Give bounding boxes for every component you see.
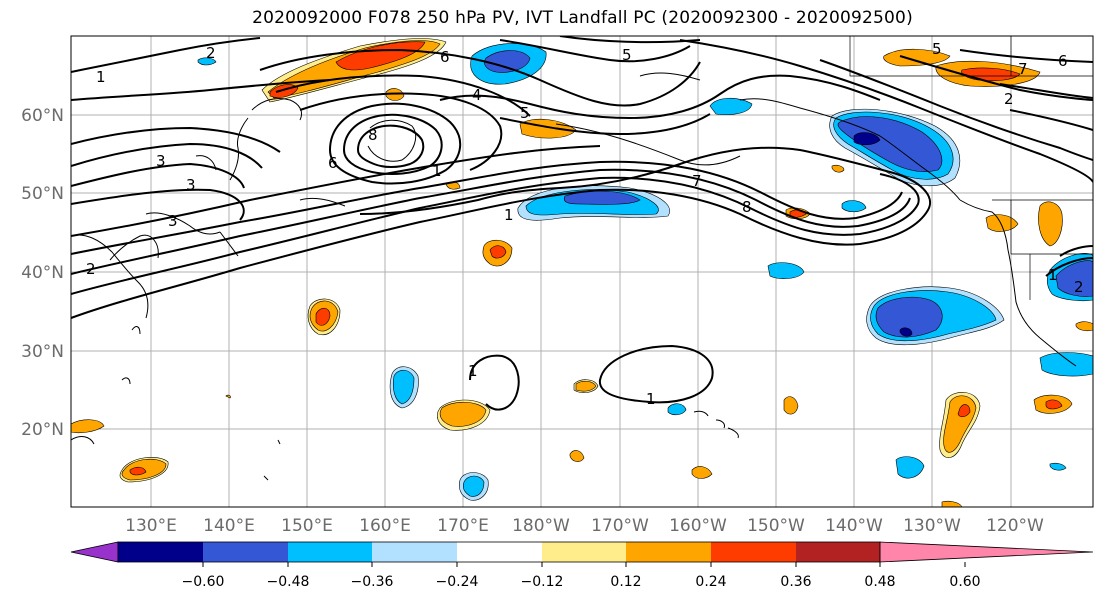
colorbar-label: 0.12 [610, 574, 641, 590]
contour-label: 5 [622, 46, 632, 64]
lon-label: 170°W [591, 516, 649, 536]
colorbar-label: −0.24 [436, 574, 479, 590]
contour-label: 1 [1048, 266, 1058, 284]
contour-label: 1 [646, 390, 656, 408]
contour-label: 1 [96, 68, 106, 86]
colorbar-segment [118, 542, 203, 562]
colorbar-label: −0.12 [521, 574, 564, 590]
colorbar-label: −0.48 [267, 574, 310, 590]
colorbar-segment [626, 542, 711, 562]
contour-label: 3 [168, 212, 178, 230]
lon-label: 150°E [281, 516, 333, 536]
political-boundaries [849, 36, 1093, 300]
contour-label: 1 [468, 362, 478, 380]
contour-label: 8 [742, 198, 752, 216]
contour-label: 1 [432, 162, 442, 180]
colorbar-extend-high-outline [879, 541, 1094, 563]
colorbar-label: −0.60 [182, 574, 225, 590]
lon-label: 140°W [825, 516, 883, 536]
colorbar-segment [542, 542, 626, 562]
colorbar-label: 0.36 [780, 574, 811, 590]
contour-label: 6 [440, 48, 450, 66]
lon-label: 170°E [437, 516, 489, 536]
lon-label: 120°W [986, 516, 1044, 536]
contour-label: 5 [932, 40, 942, 58]
contour-label: 7 [1018, 60, 1028, 78]
colorbar-label: 0.60 [949, 574, 980, 590]
contour-label: 2 [86, 260, 96, 278]
lat-label-20n: 20°N [21, 420, 64, 440]
contour-label: 6 [328, 154, 338, 172]
contour-label: 3 [186, 176, 196, 194]
colorbar-extend-low [70, 541, 119, 563]
colorbar: −0.60 −0.48 −0.36 −0.24 −0.12 0.12 0.24 … [70, 541, 1094, 590]
contour-label: 1 [504, 206, 514, 224]
map-title: 2020092000 F078 250 hPa PV, IVT Landfall… [252, 8, 913, 28]
lat-label-30n: 30°N [21, 342, 64, 362]
contour-label: 3 [156, 152, 166, 170]
contour-label: 8 [368, 126, 378, 144]
contour-label: 7 [692, 172, 702, 190]
colorbar-label: 0.48 [864, 574, 895, 590]
lat-label-60n: 60°N [21, 106, 64, 126]
lon-label: 180°W [512, 516, 570, 536]
lon-label: 130°E [125, 516, 177, 536]
colorbar-segment [203, 542, 288, 562]
pv-contours [71, 36, 1093, 411]
lon-label: 140°E [203, 516, 255, 536]
lat-label-40n: 40°N [21, 263, 64, 283]
colorbar-segment [372, 542, 457, 562]
contour-label: 6 [1058, 52, 1068, 70]
latitude-labels: 60°N 50°N 40°N 30°N 20°N [21, 106, 64, 440]
lon-label: 150°W [747, 516, 805, 536]
colorbar-label: 0.24 [695, 574, 726, 590]
contour-labels: 1 2 3 3 3 4 5 5 6 6 7 8 8 1 1 1 2 2 5 6 … [86, 40, 1084, 408]
lon-label: 160°W [669, 516, 727, 536]
lat-label-50n: 50°N [21, 184, 64, 204]
colorbar-extend-high [880, 542, 1093, 562]
colorbar-segment [796, 542, 880, 562]
contour-label: 2 [1074, 278, 1084, 296]
longitude-labels: 130°E 140°E 150°E 160°E 170°E 180°W 170°… [125, 516, 1044, 536]
map-frame [70, 35, 1094, 508]
colorbar-segment [457, 542, 542, 562]
contour-label: 5 [520, 104, 530, 122]
contour-label: 2 [1004, 90, 1014, 108]
contour-label: 2 [206, 44, 216, 62]
colorbar-segment [288, 542, 372, 562]
colorbar-segment [711, 542, 796, 562]
colorbar-ticks [202, 562, 966, 567]
lon-label: 160°E [359, 516, 411, 536]
colorbar-label: −0.36 [351, 574, 394, 590]
lon-label: 130°W [903, 516, 961, 536]
contour-label: 4 [472, 86, 482, 104]
coastlines [71, 72, 1077, 481]
